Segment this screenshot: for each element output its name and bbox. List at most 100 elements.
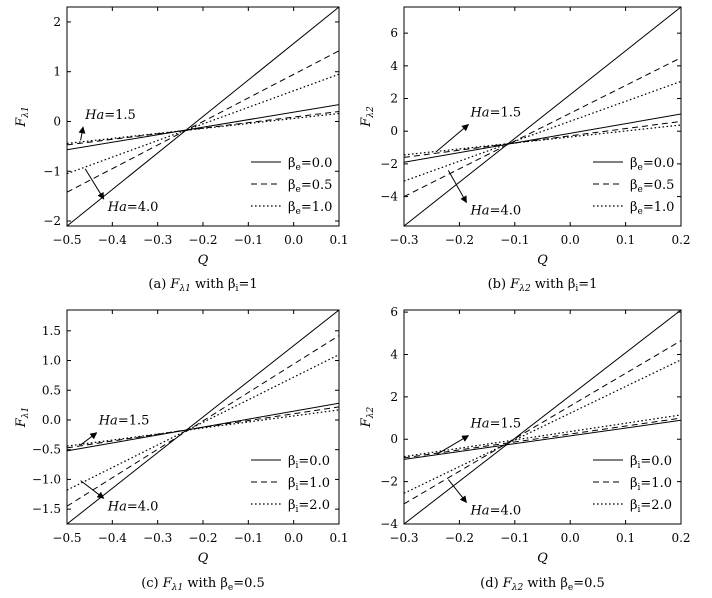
- chart-panel-4: −0.3 −0.2 −0.1 0.0 0.1 0.2 −4 −2 0 2 4 6 Q Fλ2 βi=0.0 β…: [359, 305, 691, 593]
- series-line-5-dashed: [67, 406, 339, 449]
- x-tick-label: 0.0: [561, 233, 580, 247]
- x-tick-label: −0.1: [234, 531, 263, 545]
- x-tick-label: −0.2: [445, 531, 474, 545]
- y-axis-label: Fλ1: [14, 106, 31, 127]
- x-tick-label: 0.1: [616, 233, 635, 247]
- series-line-2-dashed: [404, 57, 681, 198]
- series-line-6-dotted: [67, 112, 339, 144]
- x-tick-label: −0.1: [500, 233, 529, 247]
- y-tick-label: 4: [390, 347, 398, 361]
- y-tick-label: −1: [43, 164, 61, 178]
- x-tick-label: 0.1: [329, 233, 348, 247]
- x-tick-label: −0.5: [52, 531, 81, 545]
- annotation-ha-label: Ha=4.0: [107, 200, 159, 215]
- annotation-arrow: [80, 432, 98, 446]
- series-line-6-dotted: [404, 124, 681, 156]
- legend-label: βe=0.5: [288, 178, 332, 195]
- annotation-ha-label: Ha=1.5: [469, 417, 521, 432]
- x-tick-label: −0.3: [389, 531, 418, 545]
- y-tick-label: −2: [380, 157, 398, 171]
- y-axis-label: Fλ2: [359, 106, 376, 128]
- y-tick-label: 1.0: [42, 354, 61, 368]
- y-tick-label: 0.5: [42, 383, 61, 397]
- y-axis-label: Fλ2: [359, 406, 376, 428]
- annotation-ha-label: Ha=4.0: [469, 503, 521, 518]
- panel-caption: (d) Fλ2 with βe=0.5: [480, 576, 605, 593]
- y-tick-label: 2: [390, 92, 398, 106]
- annotation-arrow: [436, 435, 470, 455]
- chart-panel-3: −0.5 −0.4 −0.3 −0.2 −0.1 0.0 0.1 −1.5 −1.0 −0.5 0.…: [14, 309, 349, 593]
- x-tick-label: −0.2: [445, 233, 474, 247]
- plot-frame: [403, 6, 682, 227]
- y-tick-label: −0.5: [32, 443, 61, 457]
- annotation-arrow: [84, 168, 105, 200]
- legend-label: βe=1.0: [630, 200, 674, 217]
- y-axis-label: Fλ1: [14, 407, 31, 428]
- series-line-4-solid: [404, 419, 681, 460]
- x-axis-label: Q: [198, 551, 209, 566]
- legend-label: βi=2.0: [288, 498, 330, 515]
- x-tick-label: −0.2: [188, 233, 217, 247]
- y-tick-label: 0: [390, 432, 398, 446]
- y-tick-label: 0: [390, 124, 398, 138]
- series-line-2-dashed: [67, 335, 339, 507]
- annotation-arrow: [80, 480, 105, 499]
- series-line-1-solid: [67, 310, 339, 524]
- legend-label: βi=2.0: [630, 498, 672, 515]
- y-tick-label: 0.0: [42, 413, 61, 427]
- y-tick-label: −1.0: [32, 472, 61, 486]
- series-line-3-dotted: [67, 73, 339, 175]
- x-tick-label: −0.5: [52, 233, 81, 247]
- annotation-arrow: [447, 479, 467, 504]
- chart-panel-1: −0.5 −0.4 −0.3 −0.2 −0.1 0.0 0.1 −2 −1 0 1 2 Q Fλ1 βe=…: [14, 6, 349, 294]
- chart-panel-2: −0.3 −0.2 −0.1 0.0 0.1 0.2 −4 −2 0 2 4 6 Q Fλ2 βe=0.0 β…: [359, 6, 691, 294]
- series-line-1-solid: [404, 310, 681, 524]
- x-tick-label: 0.1: [329, 531, 348, 545]
- x-tick-label: −0.1: [234, 233, 263, 247]
- legend-label: βi=1.0: [630, 476, 672, 493]
- series-line-6-dotted: [404, 414, 681, 458]
- series-line-4-solid: [67, 402, 339, 452]
- x-tick-label: −0.4: [98, 233, 128, 247]
- x-tick-label: −0.1: [500, 531, 529, 545]
- x-tick-label: 0.2: [671, 531, 690, 545]
- series-line-3-dotted: [404, 359, 681, 494]
- annotation-ha-label: Ha=1.5: [469, 106, 521, 121]
- x-tick-label: −0.3: [143, 233, 172, 247]
- annotation-ha-label: Ha=4.0: [469, 204, 521, 219]
- series-line-4-solid: [67, 104, 339, 151]
- legend-label: βe=0.0: [288, 156, 332, 173]
- y-tick-label: 6: [390, 26, 398, 40]
- legend-label: βi=0.0: [630, 454, 672, 471]
- series-line-3-dotted: [67, 354, 339, 491]
- plot-frame: [403, 309, 682, 525]
- x-axis-label: Q: [198, 253, 209, 268]
- y-tick-label: −2: [380, 475, 398, 489]
- annotation-arrow: [436, 124, 470, 152]
- x-tick-label: −0.4: [98, 531, 128, 545]
- series-line-5-dashed: [404, 417, 681, 459]
- x-tick-label: 0.2: [671, 233, 690, 247]
- series-line-2-dashed: [404, 340, 681, 505]
- y-tick-label: −4: [380, 517, 398, 531]
- annotation-ha-label: Ha=4.0: [107, 499, 159, 514]
- y-tick-label: −4: [380, 190, 398, 204]
- series-line-1-solid: [67, 7, 339, 226]
- panel-caption: (b) Fλ2 with βi=1: [488, 277, 598, 294]
- y-tick-label: 1.5: [42, 324, 61, 338]
- y-tick-label: 2: [53, 15, 61, 29]
- series-line-5-dashed: [404, 120, 681, 158]
- x-tick-label: 0.0: [561, 531, 580, 545]
- x-axis-label: Q: [537, 253, 548, 268]
- panel-caption: (c) Fλ1 with βe=0.5: [141, 576, 265, 593]
- series-line-6-dotted: [67, 409, 339, 447]
- y-tick-label: 6: [390, 305, 398, 319]
- x-tick-label: 0.0: [284, 531, 303, 545]
- annotation-ha-label: Ha=1.5: [84, 108, 136, 123]
- y-tick-label: −2: [43, 214, 61, 228]
- x-axis-label: Q: [537, 551, 548, 566]
- annotation-arrow: [447, 170, 467, 204]
- series-line-1-solid: [404, 7, 681, 226]
- series-line-3-dotted: [404, 80, 681, 182]
